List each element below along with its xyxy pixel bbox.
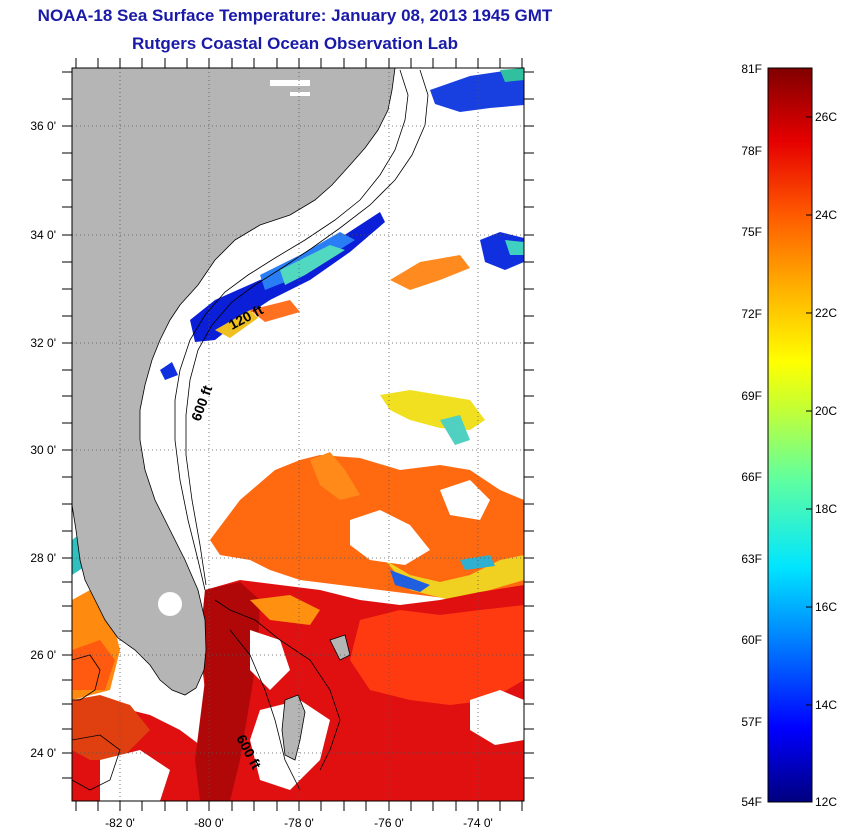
lat-label: 30 0' [30,443,56,457]
colorbar-f-label: 81F [741,62,762,76]
colorbar-f-label: 66F [741,470,762,484]
colorbar-f-label: 72F [741,307,762,321]
colorbar-f-label: 75F [741,225,762,239]
colorbar-c-label: 16C [815,600,837,614]
lakes [158,80,310,616]
lat-label: 26 0' [30,648,56,662]
us-southeast-coast [72,68,396,696]
colorbar-c-label: 18C [815,502,837,516]
colorbar-gradient [767,67,813,803]
cloud-patches [100,480,524,801]
colorbar-c-label: 12C [815,795,837,809]
latitude-labels: 36 0' 34 0' 32 0' 30 0' 28 0' 26 0' 24 0… [30,119,56,760]
lat-label: 36 0' [30,119,56,133]
map-frame [71,67,525,802]
colorbar-ticks [806,116,812,706]
isobaths [72,69,429,791]
axis-ticks [62,58,534,811]
longitude-labels: -82 0' -80 0' -78 0' -76 0' -74 0' [105,816,493,830]
colorbar-c-label: 22C [815,306,837,320]
colorbar-c-label: 24C [815,208,837,222]
colorbar-c-label: 14C [815,698,837,712]
lon-label: -78 0' [284,816,314,830]
lon-label: -76 0' [374,816,404,830]
fahrenheit-labels: 81F 78F 75F 72F 69F 66F 63F 60F 57F 54F [741,62,762,809]
map-title: NOAA-18 Sea Surface Temperature: January… [37,6,553,25]
colorbar-c-label: 20C [815,404,837,418]
lat-label: 28 0' [30,551,56,565]
colorbar-f-label: 57F [741,715,762,729]
celsius-labels: 26C 24C 22C 20C 18C 16C 14C 12C [815,110,837,809]
map-subtitle: Rutgers Coastal Ocean Observation Lab [132,34,458,53]
island [329,634,351,661]
lat-label: 32 0' [30,336,56,350]
island [281,694,306,761]
lat-label: 24 0' [30,746,56,760]
colorbar-f-label: 78F [741,144,762,158]
lat-label: 34 0' [30,228,56,242]
graticule [72,68,524,801]
colorbar-c-label: 26C [815,110,837,124]
lon-label: -80 0' [194,816,224,830]
colorbar-f-label: 60F [741,633,762,647]
colorbar-f-label: 63F [741,552,762,566]
colorbar-f-label: 54F [741,795,762,809]
colorbar-f-label: 69F [741,389,762,403]
colorbar: 81F 78F 75F 72F 69F 66F 63F 60F 57F 54F … [741,62,837,809]
lon-label: -74 0' [463,816,493,830]
lon-label: -82 0' [105,816,135,830]
map-area: 120 ft 600 ft 600 ft [72,68,524,801]
land-masses [72,68,396,761]
